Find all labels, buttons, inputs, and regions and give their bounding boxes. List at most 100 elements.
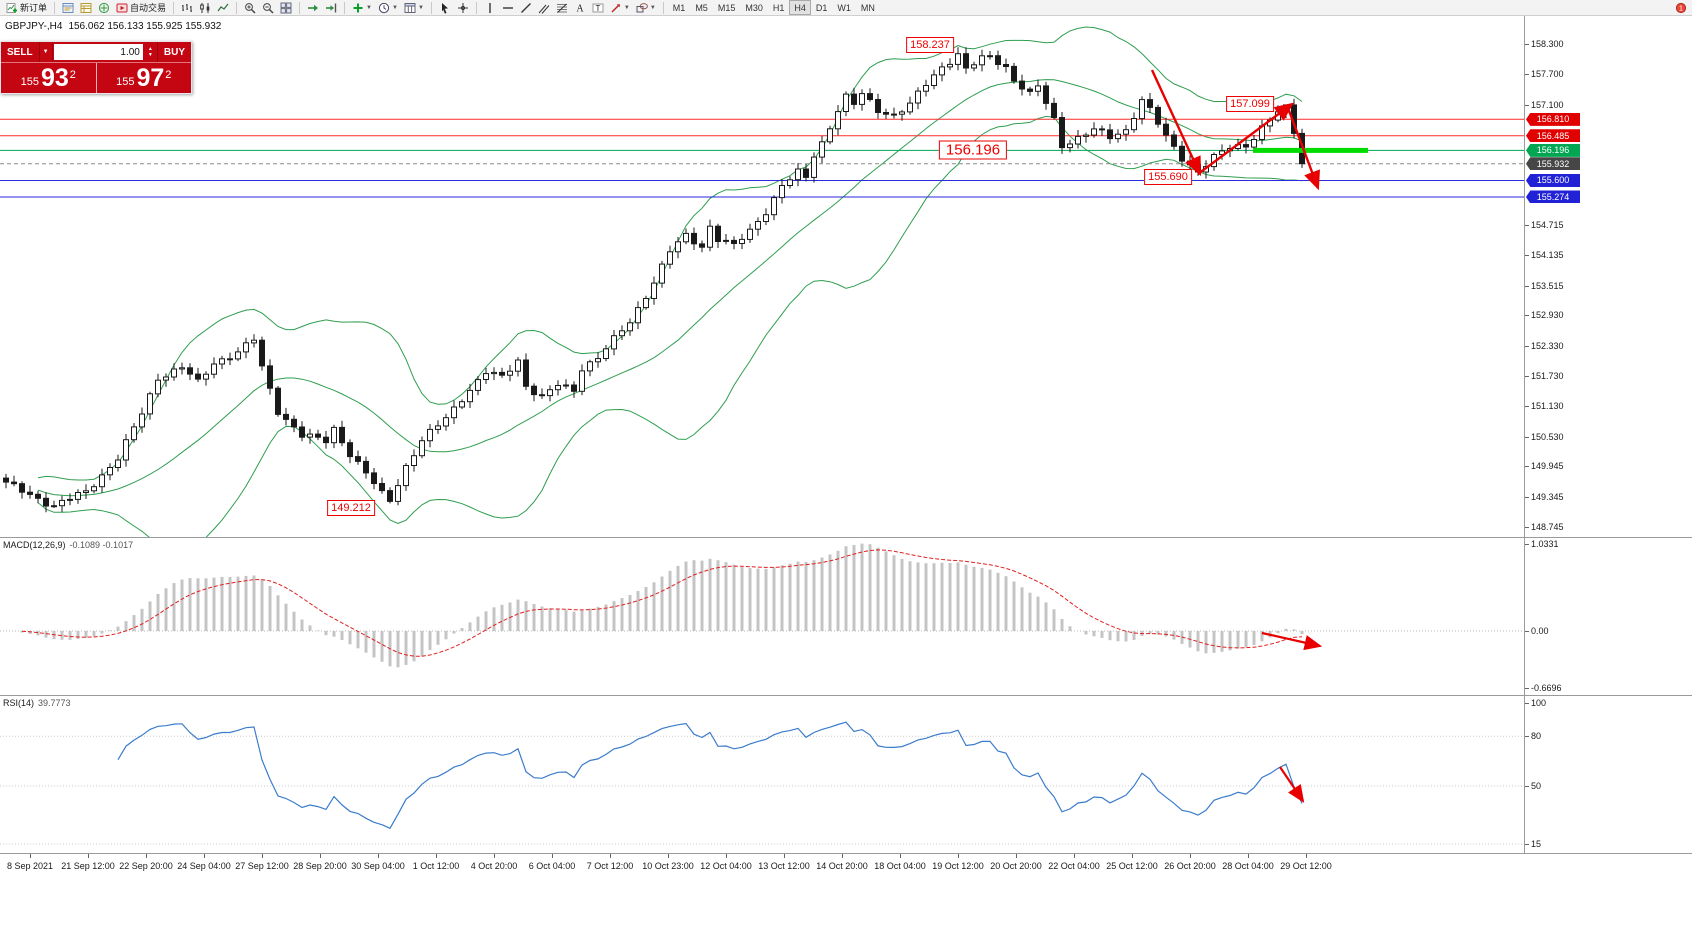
- rsi-panel[interactable]: RSI(14) 39.7773: [0, 695, 1524, 853]
- label-button[interactable]: T: [589, 0, 607, 16]
- time-axis-label: 6 Oct 04:00: [528, 861, 576, 871]
- candlestick-button[interactable]: [196, 0, 214, 16]
- zoom-out-icon: [262, 2, 274, 14]
- rsi-axis-label: 100: [1531, 698, 1547, 708]
- sell-options-caret-icon[interactable]: ▼: [38, 42, 53, 62]
- buy-price-panel[interactable]: 155 97 2: [97, 63, 192, 93]
- auto-scroll-button[interactable]: [304, 0, 322, 16]
- price-axis-label: 149.345: [1531, 491, 1564, 502]
- timeframe-mn-button[interactable]: MN: [860, 2, 875, 13]
- market-watch-button[interactable]: [59, 0, 77, 16]
- zoom-in-button[interactable]: [241, 0, 259, 16]
- time-axis-label: 21 Sep 12:00: [61, 861, 115, 871]
- price-annotation[interactable]: 155.690: [1144, 168, 1192, 185]
- crosshair-button[interactable]: [454, 0, 472, 16]
- cursor-button[interactable]: [436, 0, 454, 16]
- timeframe-m5-button[interactable]: M5: [695, 2, 708, 13]
- svg-text:T: T: [595, 3, 600, 12]
- vertical-line-icon: [484, 2, 496, 14]
- price-annotation[interactable]: 149.212: [327, 500, 375, 517]
- navigator-button[interactable]: [95, 0, 113, 16]
- price-tag: 156.196: [1526, 143, 1580, 157]
- volume-input[interactable]: [53, 44, 143, 60]
- candlestick-chart[interactable]: [0, 16, 1524, 537]
- price-annotation[interactable]: 158.237: [906, 37, 954, 54]
- rsi-svg: [0, 721, 1524, 845]
- axis-tick: [436, 854, 437, 858]
- auto-trading-button[interactable]: 自动交易: [113, 0, 169, 16]
- text-button[interactable]: A: [571, 0, 589, 16]
- axis-tick: [1306, 854, 1307, 858]
- arrows-icon: [610, 2, 622, 14]
- horizontal-line-button[interactable]: [499, 0, 517, 16]
- rsi-arrow[interactable]: [1279, 766, 1305, 803]
- time-axis-label: 22 Sep 20:00: [119, 861, 173, 871]
- price-tag: 156.810: [1526, 112, 1580, 126]
- line-chart-button[interactable]: [214, 0, 232, 16]
- sell-price-prefix: 155: [20, 76, 39, 88]
- macd-axis: 1.0331 0.00 -0.6696: [1524, 537, 1692, 695]
- arrows-button[interactable]: ▼: [607, 0, 633, 16]
- volume-down-icon[interactable]: ▼: [147, 52, 153, 58]
- price-tag: 155.932: [1526, 157, 1580, 171]
- new-order-button[interactable]: 新订单: [3, 0, 50, 16]
- timeframe-d1-button[interactable]: D1: [815, 2, 828, 13]
- chart-shift-button[interactable]: [322, 0, 340, 16]
- volume-stepper[interactable]: ▲ ▼: [144, 42, 158, 62]
- toolbar-separator: [475, 1, 477, 14]
- symbol-title: GBPJPY-,H4: [5, 21, 63, 32]
- channel-button[interactable]: [535, 0, 553, 16]
- candlestick-icon: [199, 2, 211, 14]
- shapes-button[interactable]: ▼: [633, 0, 659, 16]
- tile-windows-button[interactable]: [277, 0, 295, 16]
- sell-price-panel[interactable]: 155 93 2: [1, 63, 97, 93]
- templates-button[interactable]: ▼: [401, 0, 427, 16]
- trendline-button[interactable]: [517, 0, 535, 16]
- rsi-chart: [0, 696, 1524, 853]
- volume-up-icon[interactable]: ▲: [147, 46, 153, 52]
- data-window-button[interactable]: [77, 0, 95, 16]
- time-axis-label: 29 Oct 12:00: [1280, 861, 1332, 871]
- price-annotation[interactable]: 156.196: [938, 140, 1008, 160]
- new-order-icon: [6, 2, 18, 14]
- chevron-down-icon: ▼: [417, 4, 424, 11]
- timeframe-m15-button[interactable]: M15: [717, 2, 736, 13]
- price-axis-label: 148.745: [1531, 522, 1564, 532]
- indicators-button[interactable]: ▼: [349, 0, 375, 16]
- vertical-line-button[interactable]: [481, 0, 499, 16]
- notification-icon[interactable]: 1: [1675, 2, 1687, 14]
- macd-chart: [0, 538, 1524, 695]
- macd-axis-label: -0.6696: [1531, 682, 1562, 693]
- new-order-label: 新订单: [20, 3, 48, 13]
- axis-tick: [1525, 406, 1529, 408]
- periods-button[interactable]: ▼: [375, 0, 401, 16]
- level-lines[interactable]: [0, 118, 1524, 198]
- trend-arrows[interactable]: [1150, 69, 1320, 191]
- price-chart-panel[interactable]: GBPJPY-,H4 156.062 156.133 155.925 155.93…: [0, 16, 1524, 537]
- price-annotation[interactable]: 157.099: [1226, 95, 1274, 112]
- periods-icon: [378, 2, 390, 14]
- price-chart-svg[interactable]: [0, 16, 1524, 537]
- toolbar: 新订单 自动交易 ▼ ▼ ▼ A T ▼ ▼ M1 M5 M15 M30 H1 H4 D1 W1 MN 1: [0, 0, 1692, 16]
- support-zone-segment[interactable]: [1253, 147, 1368, 153]
- timeframe-h4-button[interactable]: H4: [789, 0, 811, 15]
- timeframe-w1-button[interactable]: W1: [837, 2, 851, 13]
- rsi-axis-label: 80: [1531, 731, 1542, 742]
- zoom-out-button[interactable]: [259, 0, 277, 16]
- macd-label: MACD(12,26,9) -0.1089 -0.1017: [3, 540, 133, 550]
- axis-tick: [1132, 854, 1133, 858]
- axis-tick: [1525, 104, 1529, 106]
- chevron-down-icon: ▼: [391, 4, 398, 11]
- buy-button[interactable]: BUY: [163, 46, 185, 58]
- timeframe-m1-button[interactable]: M1: [672, 2, 686, 13]
- timeframe-m30-button[interactable]: M30: [745, 2, 763, 13]
- time-axis-label: 4 Oct 20:00: [470, 861, 518, 871]
- sell-button[interactable]: SELL: [7, 46, 33, 58]
- macd-panel[interactable]: MACD(12,26,9) -0.1089 -0.1017: [0, 537, 1524, 695]
- timeframe-h1-button[interactable]: H1: [772, 2, 785, 13]
- shapes-icon: [636, 2, 648, 14]
- bar-chart-button[interactable]: [178, 0, 196, 16]
- one-click-trading-widget: SELL ▼ ▲▼ BUY 155 93 2 155 97 2: [0, 41, 192, 94]
- macd-arrow[interactable]: [1261, 631, 1323, 651]
- fibonacci-button[interactable]: [553, 0, 571, 16]
